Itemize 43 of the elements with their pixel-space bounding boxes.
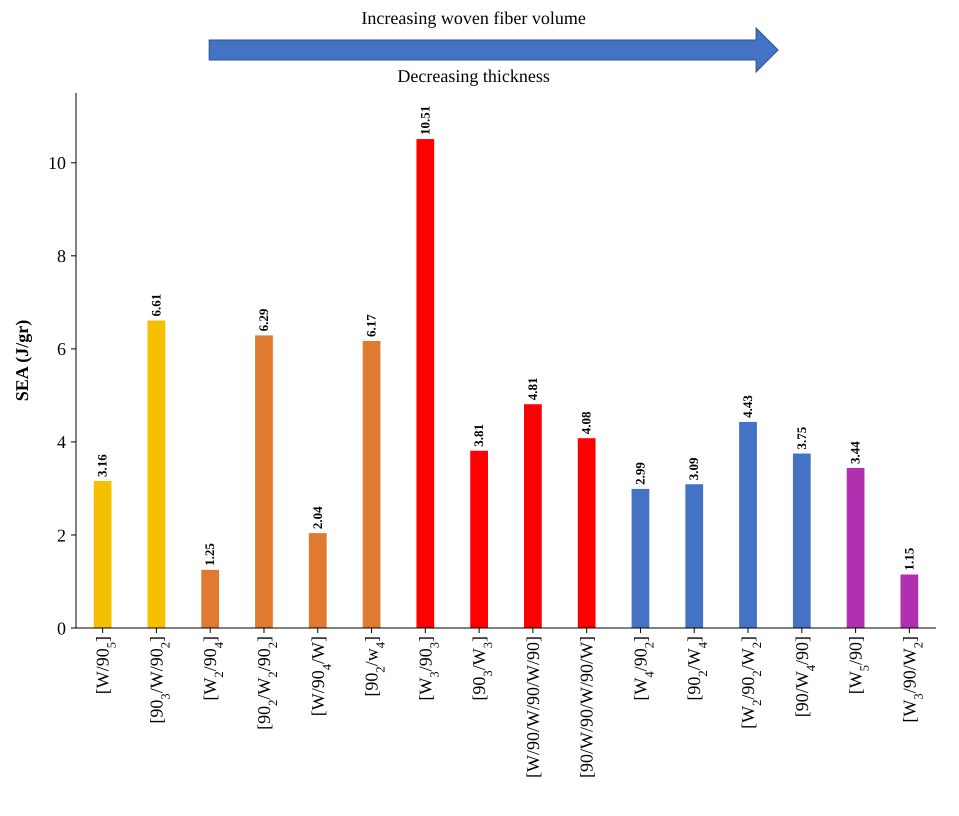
text: Decreasing thickness xyxy=(397,66,550,86)
x-tick-label: [W/90/W/90/W/90] xyxy=(522,636,543,778)
data-label: 3.75 xyxy=(794,426,809,450)
data-label: 3.44 xyxy=(848,440,863,464)
bar xyxy=(470,450,488,628)
data-label: 3.16 xyxy=(94,454,110,477)
bar xyxy=(255,335,273,628)
data-label: 3.09 xyxy=(686,457,702,480)
data-label: 4.81 xyxy=(524,377,540,400)
y-tick-label: 10 xyxy=(48,153,66,174)
data-label: 6.61 xyxy=(148,294,164,316)
bar xyxy=(739,422,757,628)
data-label: 10.51 xyxy=(417,106,432,136)
bar xyxy=(792,454,811,628)
data-label: 4.43 xyxy=(740,394,756,418)
data-label: 3.81 xyxy=(471,424,486,447)
data-label: 6.29 xyxy=(256,308,271,332)
y-tick-label: 2 xyxy=(57,525,66,546)
y-tick-label: 0 xyxy=(57,618,66,638)
x-tick-label: [90/W/90/W/90/W] xyxy=(576,636,597,778)
text: Increasing woven fiber volume xyxy=(361,8,586,28)
data-label: 2.04 xyxy=(310,506,325,530)
data-label: 6.17 xyxy=(364,314,379,337)
bar xyxy=(94,480,112,628)
data-label: 2.99 xyxy=(632,462,648,485)
bar xyxy=(416,139,434,628)
data-label: 4.08 xyxy=(578,410,594,434)
y-tick-label: 4 xyxy=(57,432,66,452)
y-tick-label: 6 xyxy=(57,339,66,360)
bar xyxy=(900,574,918,628)
bar xyxy=(524,404,542,628)
bar xyxy=(632,488,650,628)
y-axis-title: SEA (J/gr) xyxy=(12,320,32,402)
bar xyxy=(201,570,220,628)
bar xyxy=(846,468,864,628)
bar xyxy=(148,320,166,628)
bar xyxy=(362,340,380,628)
data-label: 1.15 xyxy=(901,547,916,570)
bar xyxy=(578,438,596,628)
data-label: 1.25 xyxy=(202,542,218,566)
y-tick-label: 8 xyxy=(57,246,66,266)
bar xyxy=(685,484,704,628)
bar xyxy=(308,533,327,628)
